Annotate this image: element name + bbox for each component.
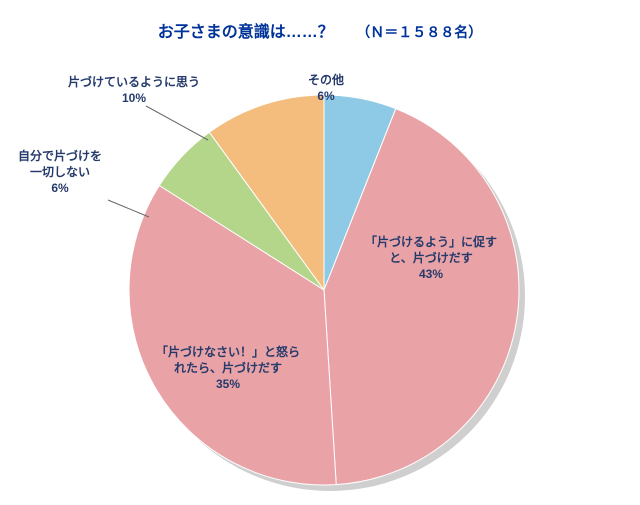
leader-line xyxy=(146,106,208,140)
slice-label: 「片づけなさい！」と怒られたら、片づけだす35% xyxy=(156,344,300,393)
slice-label: 片づけているように思う10% xyxy=(68,74,200,106)
slice-label: 「片づけるよう」に促すと、片づけだす43% xyxy=(365,234,497,283)
slice-label: 自分で片づけを一切しない6% xyxy=(18,148,102,197)
slice-label: その他6% xyxy=(308,72,344,104)
leader-line xyxy=(108,200,149,217)
